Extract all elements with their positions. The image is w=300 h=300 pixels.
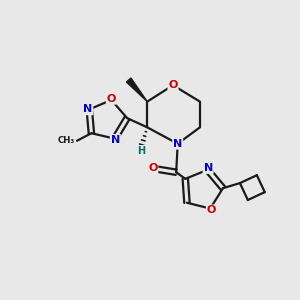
- Text: H: H: [137, 146, 145, 156]
- Text: N: N: [203, 163, 213, 173]
- Text: O: O: [168, 80, 178, 90]
- Text: N: N: [83, 104, 92, 114]
- Text: O: O: [148, 163, 158, 173]
- Text: N: N: [111, 135, 120, 145]
- Text: CH₃: CH₃: [58, 136, 75, 145]
- Text: O: O: [107, 94, 116, 104]
- Text: O: O: [207, 205, 216, 215]
- Polygon shape: [126, 78, 147, 102]
- Text: N: N: [173, 139, 182, 149]
